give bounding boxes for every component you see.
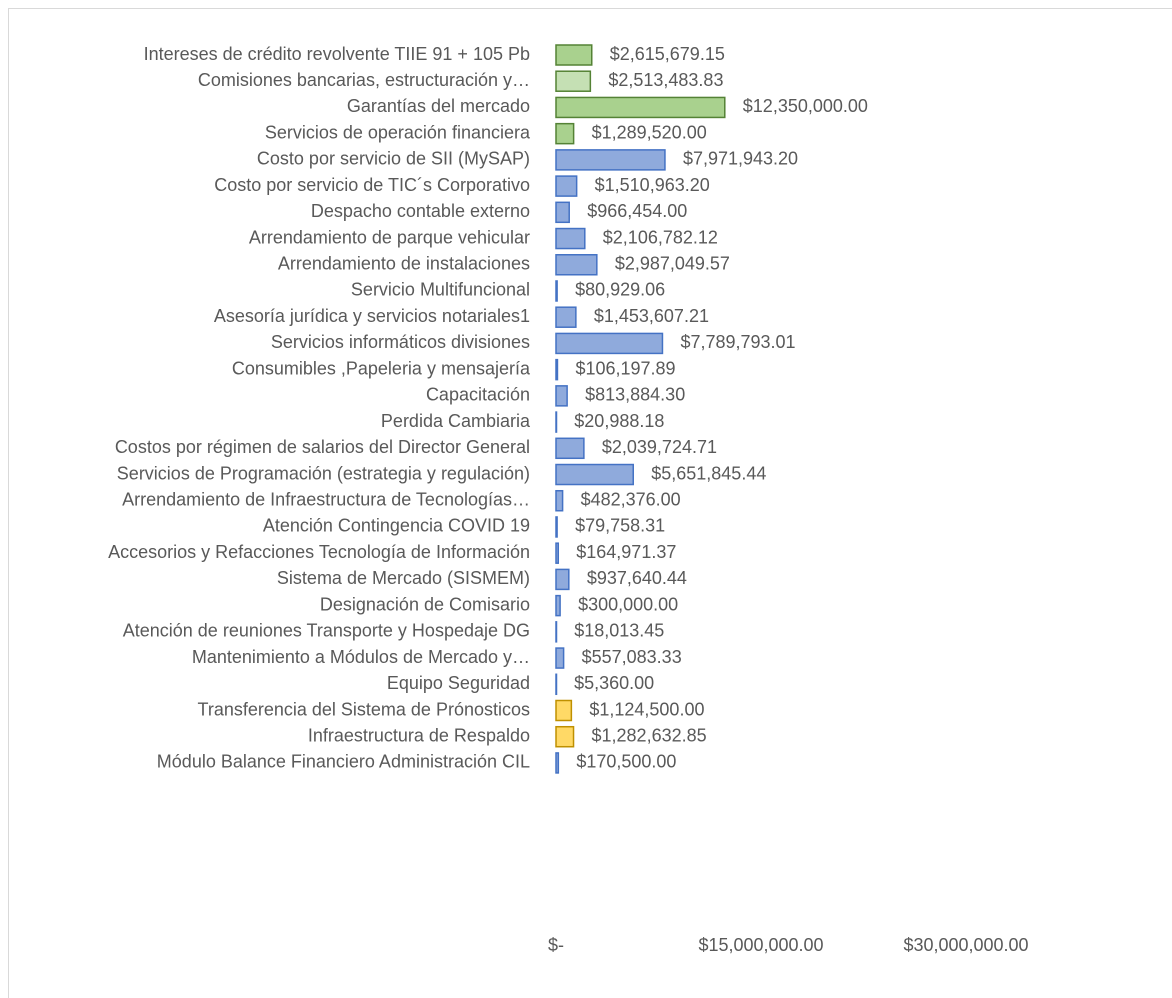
bar (555, 752, 560, 774)
bar (555, 673, 558, 696)
value-label: $2,513,483.83 (608, 70, 723, 90)
y-tick-label: Costo por servicio de TIC´s Corporativo (214, 175, 530, 195)
value-label: $1,289,520.00 (592, 122, 707, 142)
y-tick-label: Atención Contingencia COVID 19 (263, 516, 530, 536)
y-tick-label: Costos por régimen de salarios del Direc… (115, 437, 530, 457)
value-label: $966,454.00 (587, 201, 687, 221)
bar (555, 358, 559, 381)
value-label: $1,453,607.21 (594, 306, 709, 326)
bar (555, 122, 575, 145)
bar (555, 70, 592, 92)
bar (555, 96, 726, 119)
bar (555, 411, 558, 433)
y-tick-label: Arrendamiento de Infraestructura de Tecn… (122, 489, 530, 509)
value-label: $18,013.45 (574, 621, 664, 641)
value-label: $482,376.00 (581, 489, 681, 509)
value-label: $7,789,793.01 (680, 332, 795, 352)
bar (555, 516, 558, 538)
y-tick-label: Consumibles ,Papeleria y mensajería (232, 358, 531, 378)
value-label: $80,929.06 (575, 280, 665, 300)
y-tick-label: Capacitación (426, 385, 530, 405)
y-tick-label: Despacho contable externo (311, 201, 530, 221)
value-label: $300,000.00 (578, 594, 678, 614)
bar (555, 254, 598, 276)
y-tick-label: Comisiones bancarias, estructuración y… (198, 70, 530, 90)
value-label: $79,758.31 (575, 516, 665, 536)
bar (555, 594, 561, 617)
x-tick-label: $15,000,000.00 (698, 935, 823, 955)
value-label: $20,988.18 (574, 411, 664, 431)
y-tick-label: Servicios de Programación (estrategia y … (117, 463, 530, 483)
y-tick-label: Intereses de crédito revolvente TIIE 91 … (144, 44, 530, 64)
bar (555, 280, 558, 302)
y-tick-label: Designación de Comisario (320, 594, 530, 614)
value-label: $813,884.30 (585, 385, 685, 405)
value-label: $170,500.00 (576, 752, 676, 772)
bar (555, 725, 575, 748)
y-tick-label: Garantías del mercado (347, 96, 530, 116)
bar (555, 306, 577, 328)
y-tick-label: Arrendamiento de instalaciones (278, 254, 530, 274)
bar (555, 175, 578, 197)
bar (555, 149, 666, 171)
y-tick-label: Transferencia del Sistema de Prónosticos (198, 699, 531, 719)
value-label: $1,124,500.00 (589, 699, 704, 719)
bar (555, 201, 570, 224)
value-label: $164,971.37 (576, 542, 676, 562)
y-tick-label: Equipo Seguridad (387, 673, 530, 693)
value-label: $2,039,724.71 (602, 437, 717, 457)
value-label: $937,640.44 (587, 568, 687, 588)
y-tick-label: Costo por servicio de SII (MySAP) (257, 149, 530, 169)
y-tick-label: Atención de reuniones Transporte y Hospe… (123, 621, 530, 641)
y-tick-label: Arrendamiento de parque vehicular (249, 227, 530, 247)
value-label: $5,360.00 (574, 673, 654, 693)
x-tick-label: $30,000,000.00 (903, 935, 1028, 955)
bar (555, 437, 585, 460)
chart-border (8, 8, 1172, 998)
value-label: $5,651,845.44 (651, 463, 766, 483)
bar (555, 463, 634, 486)
y-tick-label: Perdida Cambiaria (381, 411, 531, 431)
value-label: $1,282,632.85 (592, 725, 707, 745)
bar (555, 542, 560, 564)
bar (555, 44, 593, 66)
x-tick-label: $- (548, 935, 564, 955)
bar (555, 385, 568, 407)
bar (555, 227, 586, 250)
y-tick-label: Servicios de operación financiera (265, 122, 531, 142)
y-tick-label: Asesoría jurídica y servicios notariales… (214, 306, 530, 326)
y-tick-label: Sistema de Mercado (SISMEM) (277, 568, 530, 588)
bar (555, 647, 565, 669)
y-tick-label: Accesorios y Refacciones Tecnología de I… (108, 542, 530, 562)
value-label: $12,350,000.00 (743, 96, 868, 116)
bar (555, 699, 573, 722)
y-tick-label: Servicios informáticos divisiones (271, 332, 530, 352)
value-label: $2,106,782.12 (603, 227, 718, 247)
bar (555, 621, 558, 643)
value-label: $1,510,963.20 (595, 175, 710, 195)
y-tick-label: Infraestructura de Respaldo (308, 725, 530, 745)
bar (555, 489, 564, 512)
value-label: $2,987,049.57 (615, 254, 730, 274)
value-label: $2,615,679.15 (610, 44, 725, 64)
y-tick-label: Mantenimiento a Módulos de Mercado y… (192, 647, 530, 667)
y-tick-label: Servicio Multifuncional (351, 280, 530, 300)
bar (555, 332, 664, 355)
value-label: $557,083.33 (582, 647, 682, 667)
y-tick-label: Módulo Balance Financiero Administración… (157, 752, 530, 772)
value-label: $7,971,943.20 (683, 149, 798, 169)
bar (555, 568, 570, 591)
value-label: $106,197.89 (575, 358, 675, 378)
